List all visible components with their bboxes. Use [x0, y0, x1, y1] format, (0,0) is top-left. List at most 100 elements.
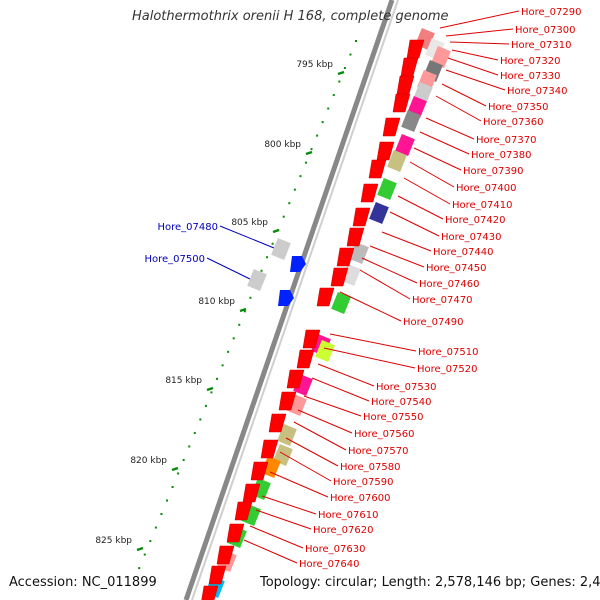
scale-dot [216, 377, 219, 380]
forward-gene-arrow [278, 290, 294, 306]
gene-arrow [226, 523, 245, 543]
reverse-gene-label: Hore_07560 [354, 429, 415, 440]
scale-dot [299, 175, 302, 178]
reverse-gene-leader [397, 195, 444, 220]
scale-dot [266, 256, 269, 259]
reverse-gene-label: Hore_07540 [371, 397, 432, 408]
reverse-gene-leader [381, 231, 432, 252]
forward-gene-block [271, 238, 291, 260]
gene-arrow [330, 267, 349, 287]
forward-genes: Hore_07480 Hore_07500 [145, 222, 306, 306]
reverse-gene-leader [269, 471, 329, 498]
gene-arrow [376, 141, 395, 161]
gene-arrow [268, 413, 287, 433]
gene-arrow [296, 349, 315, 369]
gene-arrow [260, 439, 279, 459]
gene-block [401, 110, 421, 132]
reverse-gene-leader [445, 69, 506, 91]
scale-dot [338, 80, 341, 83]
gene-block [261, 456, 281, 478]
reverse-gene-label: Hore_07430 [441, 232, 502, 243]
gene-block [315, 340, 335, 362]
forward-gene-leader [206, 257, 251, 280]
reverse-gene-label: Hore_07610 [318, 510, 379, 521]
reverse-gene-leader [451, 49, 499, 61]
gene-arrow [286, 369, 305, 389]
scale-dot [260, 269, 263, 272]
reverse-gene-label: Hore_07600 [330, 493, 391, 504]
reverse-gene-label: Hore_07340 [507, 86, 568, 97]
reverse-gene-leader [293, 421, 347, 451]
scale-dot [227, 350, 230, 353]
reverse-gene-label: Hore_07520 [417, 364, 478, 375]
reverse-gene-label: Hore_07290 [521, 7, 582, 18]
scale-dot [177, 472, 180, 475]
scale-label: 805 kbp [231, 218, 268, 228]
reverse-gene-leader [369, 245, 425, 268]
gene-block [277, 424, 297, 446]
scale-label: 810 kbp [198, 297, 235, 307]
gene-block [331, 292, 351, 314]
gene-block [369, 202, 389, 224]
reverse-gene-leader [285, 437, 339, 467]
gene-arrow [396, 75, 415, 95]
reverse-gene-label: Hore_07620 [313, 525, 374, 536]
reverse-gene-leader [261, 495, 317, 515]
reverse-gene-leader [445, 28, 514, 37]
reverse-gene-leader [323, 347, 416, 369]
forward-gene-block [247, 269, 267, 291]
gene-blocks [201, 28, 451, 600]
reverse-gene-leader [279, 451, 332, 482]
scale-dot [332, 94, 335, 97]
gene-block [395, 134, 415, 156]
gene-arrow [242, 483, 261, 503]
reverse-gene-leader [255, 509, 312, 530]
scale-tick [206, 386, 214, 392]
scale-tick [337, 70, 345, 76]
reverse-gene-label: Hore_07300 [515, 25, 576, 36]
reverse-gene-leader [413, 147, 462, 171]
scale-dot [282, 215, 285, 218]
forward-gene-arrow [290, 256, 306, 272]
reverse-gene-label: Hore_07590 [333, 477, 394, 488]
reverse-gene-leader [317, 363, 375, 387]
reverse-gene-label: Hore_07450 [426, 263, 487, 274]
reverse-gene-label: Hore_07380 [471, 150, 532, 161]
reverse-gene-label: Hore_07400 [456, 183, 517, 194]
gene-arrow [208, 565, 227, 585]
reverse-gene-label: Hore_07390 [463, 166, 524, 177]
reverse-gene-label: Hore_07580 [340, 462, 401, 473]
gene-block [377, 178, 397, 200]
scale-dot [249, 296, 252, 299]
scale-dot [199, 418, 202, 421]
gene-arrow [201, 585, 219, 600]
reverse-gene-leader [339, 291, 402, 322]
reverse-gene-label: Hore_07630 [305, 544, 366, 555]
genome-title: Halothermothrix orenii H 168, complete g… [132, 9, 449, 24]
reverse-gene-label: Hore_07550 [363, 412, 424, 423]
backbone-inner [191, 0, 399, 600]
scale-dot [221, 364, 224, 367]
scale-dot [304, 161, 307, 164]
reverse-gene-leader [403, 177, 451, 205]
gene-arrow [278, 391, 297, 411]
scale-tick [272, 228, 280, 234]
scale-dot [321, 121, 324, 124]
reverse-gene-label: Hore_07470 [412, 295, 473, 306]
forward-gene-leader [219, 225, 275, 249]
scale-dot [271, 242, 274, 245]
scale-dot [343, 67, 346, 70]
scale-dot [293, 188, 296, 191]
gene-arrow [360, 183, 379, 203]
scale-tick [171, 466, 179, 472]
scale-dot [204, 404, 207, 407]
reverse-gene-label: Hore_07420 [445, 215, 506, 226]
scale-label: 795 kbp [296, 60, 333, 70]
scale-dot [165, 499, 168, 502]
reverse-gene-label: Hore_07310 [511, 40, 572, 51]
gene-arrow [352, 207, 371, 227]
reverse-gene-leader [419, 131, 470, 155]
scale-dot [154, 526, 157, 529]
scale-dot [171, 485, 174, 488]
